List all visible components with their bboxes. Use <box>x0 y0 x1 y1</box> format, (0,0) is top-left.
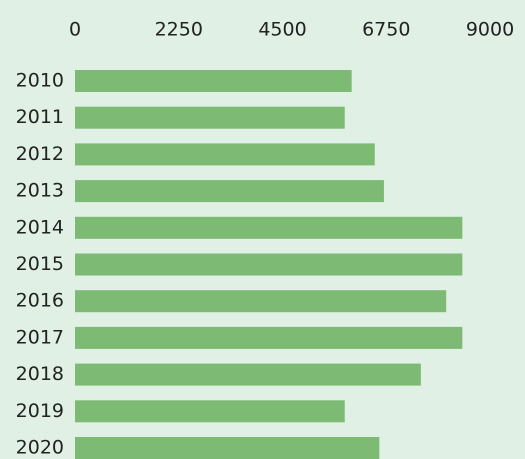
y-tick-label: 2013 <box>16 180 64 202</box>
x-tick-label: 9000 <box>466 19 514 41</box>
x-tick-label: 6750 <box>362 19 410 41</box>
y-tick-label: 2016 <box>16 290 64 312</box>
bar <box>75 180 384 203</box>
y-tick-label: 2015 <box>16 253 64 275</box>
y-tick-label: 2019 <box>16 400 64 422</box>
bar <box>75 363 421 386</box>
bar <box>75 216 463 239</box>
x-tick-label: 0 <box>69 19 81 41</box>
bar <box>75 253 463 276</box>
y-tick-label: 2017 <box>16 326 64 348</box>
x-tick-label: 4500 <box>258 19 306 41</box>
y-tick-label: 2011 <box>16 106 64 128</box>
x-tick-label: 2250 <box>155 19 203 41</box>
bar <box>75 143 375 166</box>
bar <box>75 290 447 313</box>
y-tick-label: 2018 <box>16 363 64 385</box>
bar <box>75 106 345 129</box>
bar <box>75 326 463 349</box>
bar <box>75 400 345 423</box>
y-tick-label: 2020 <box>16 437 64 459</box>
y-tick-label: 2012 <box>16 143 64 165</box>
bar <box>75 70 352 92</box>
bar <box>75 437 380 459</box>
y-tick-label: 2014 <box>16 216 64 238</box>
y-tick-label: 2010 <box>16 70 64 92</box>
